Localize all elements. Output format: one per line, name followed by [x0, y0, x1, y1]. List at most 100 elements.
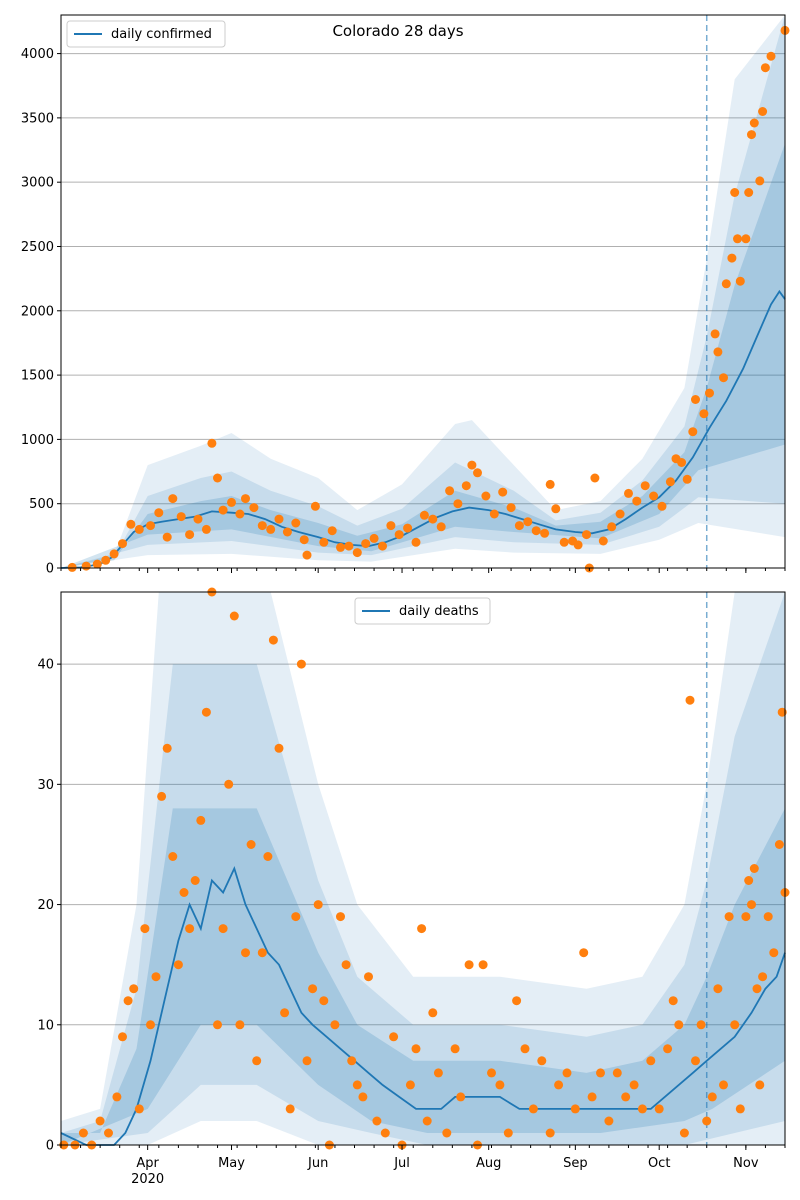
- confirmed-legend-label: daily confirmed: [111, 27, 212, 42]
- deaths-data-point: [428, 1008, 438, 1018]
- deaths-data-point: [118, 1032, 127, 1042]
- confirmed-ytick-label: 1000: [21, 433, 54, 448]
- deaths-data-point: [702, 1116, 712, 1126]
- deaths-data-point: [196, 815, 206, 825]
- confirmed-data-point: [705, 388, 714, 398]
- confirmed-data-point: [146, 521, 155, 531]
- deaths-data-point: [252, 1056, 262, 1066]
- deaths-data-point: [285, 1104, 295, 1114]
- deaths-data-point: [358, 1092, 368, 1102]
- deaths-y-axis: 0 10 20 30 40: [37, 658, 61, 1154]
- deaths-data-point: [433, 1068, 443, 1078]
- deaths-data-point: [719, 1080, 728, 1090]
- confirmed-data-point: [688, 427, 698, 437]
- confirmed-data-point: [411, 537, 421, 547]
- deaths-data-point: [190, 876, 200, 885]
- confirmed-data-point: [453, 499, 463, 509]
- deaths-data-point: [668, 996, 678, 1006]
- deaths-data-point: [179, 888, 189, 897]
- confirmed-data-point: [310, 501, 320, 511]
- deaths-data-point: [129, 984, 139, 994]
- deaths-data-point: [777, 707, 787, 717]
- deaths-data-point: [646, 1056, 656, 1066]
- deaths-data-point: [747, 900, 756, 910]
- confirmed-data-point: [758, 107, 768, 116]
- deaths-ytick-label: 30: [37, 778, 54, 793]
- confirmed-axes: [60, 14, 786, 569]
- confirmed-legend: daily confirmed: [66, 20, 226, 48]
- deaths-band-2: [61, 592, 785, 1145]
- confirmed-data-point: [710, 329, 720, 339]
- deaths-data-point: [341, 960, 351, 970]
- deaths-data-point: [162, 743, 172, 753]
- confirmed-data-point: [766, 51, 776, 61]
- deaths-data-point: [104, 1128, 113, 1138]
- deaths-data-point: [140, 924, 150, 934]
- confirmed-data-point: [299, 535, 309, 545]
- confirmed-data-point: [755, 176, 765, 186]
- deaths-xtick-label: Nov: [733, 1156, 759, 1171]
- confirmed-data-point: [545, 479, 555, 489]
- confirmed-chart-panel: 0 500 1000 1500 2000 2500 3000 3500 4000 Colorad…: [21, 14, 790, 577]
- confirmed-data-point: [699, 409, 709, 419]
- deaths-data-point: [464, 960, 474, 970]
- deaths-data-point: [224, 779, 234, 789]
- deaths-ytick-label: 20: [37, 898, 54, 913]
- deaths-data-point: [364, 972, 373, 982]
- deaths-xtick-label: Sep: [563, 1156, 588, 1171]
- deaths-ytick-label: 0: [46, 1139, 54, 1154]
- deaths-data-point: [319, 996, 329, 1006]
- deaths-data-point: [763, 912, 773, 922]
- confirmed-data-point: [327, 526, 337, 536]
- deaths-data-point: [724, 912, 734, 922]
- confirmed-data-point: [193, 514, 203, 524]
- confirmed-line-path: [60, 289, 786, 569]
- deaths-legend-box: [354, 597, 491, 625]
- confirmed-data-point: [336, 542, 345, 552]
- deaths-data-point: [554, 1080, 564, 1090]
- deaths-data-point: [380, 1128, 390, 1138]
- confirmed-ytick-label: 2000: [21, 304, 54, 319]
- deaths-data-point: [123, 996, 133, 1006]
- deaths-data-point: [246, 840, 256, 849]
- deaths-data-point: [512, 996, 522, 1006]
- confirmed-data-point: [760, 63, 770, 73]
- confirmed-data-point: [436, 522, 446, 532]
- deaths-data-point: [528, 1104, 538, 1114]
- confirmed-data-point: [691, 395, 700, 404]
- deaths-plot-frame: [60, 591, 786, 1146]
- deaths-xtick-label: Jun: [307, 1156, 328, 1171]
- confirmed-data-point: [302, 550, 312, 560]
- deaths-data-point: [674, 1020, 684, 1030]
- deaths-data-point: [495, 1080, 505, 1090]
- deaths-data-point: [313, 900, 323, 910]
- deaths-data-point: [308, 984, 318, 994]
- confirmed-data-point: [352, 548, 362, 558]
- confirmed-data-point: [531, 526, 541, 536]
- deaths-data-point: [146, 1020, 155, 1030]
- deaths-data-point: [562, 1068, 572, 1078]
- confirmed-data-point: [682, 474, 692, 484]
- confirmed-data-point: [573, 540, 583, 550]
- deaths-data-point: [456, 1092, 466, 1102]
- deaths-data-point: [691, 1056, 700, 1066]
- confirmed-data-point: [162, 532, 172, 542]
- deaths-legend-label: daily deaths: [399, 604, 479, 619]
- deaths-data-point: [347, 1056, 357, 1066]
- deaths-data-point: [707, 1092, 717, 1102]
- deaths-observed-points: [59, 587, 790, 1150]
- deaths-xtick-label: Jul: [393, 1156, 410, 1171]
- deaths-data-point: [730, 1020, 740, 1030]
- deaths-data-point: [774, 840, 784, 849]
- confirmed-data-point: [134, 524, 144, 534]
- confirmed-data-point: [291, 518, 301, 528]
- deaths-data-point: [274, 743, 284, 753]
- confirmed-uncertainty-bands: [61, 15, 785, 568]
- confirmed-data-point: [419, 510, 429, 520]
- deaths-data-point: [257, 948, 267, 958]
- confirmed-band-1: [61, 15, 785, 568]
- deaths-data-point: [663, 1044, 673, 1054]
